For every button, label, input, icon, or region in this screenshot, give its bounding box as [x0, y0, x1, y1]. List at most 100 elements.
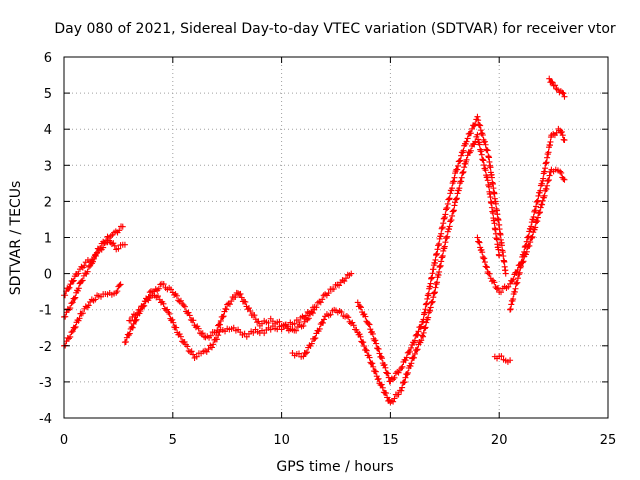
trace-segment — [539, 134, 554, 184]
trace-segment — [463, 116, 480, 145]
trace-segment — [287, 317, 300, 328]
y-tick-label: -1 — [39, 304, 52, 319]
trace-segment — [148, 281, 164, 299]
series-trace-i — [507, 166, 568, 313]
trace-segment — [137, 295, 153, 313]
trace-segment — [557, 168, 567, 183]
trace-segment — [104, 233, 118, 249]
trace-segment — [474, 131, 491, 184]
x-tick-label: 15 — [382, 433, 399, 448]
chart-title: Day 080 of 2021, Sidereal Day-to-day VTE… — [54, 21, 616, 37]
data-point — [507, 357, 514, 364]
trace-segment — [82, 256, 94, 266]
trace-segment — [169, 289, 186, 307]
trace-segment — [121, 324, 136, 346]
trace-segment — [200, 342, 214, 355]
trace-segment — [182, 341, 197, 358]
trace-segment — [496, 221, 509, 274]
trace-segment — [78, 263, 92, 285]
trace-segment — [69, 279, 84, 306]
trace-segment — [300, 309, 316, 329]
trace-segment — [398, 360, 415, 394]
trace-segment — [243, 328, 257, 340]
trace-segment — [539, 168, 554, 204]
trace-segment — [267, 315, 283, 327]
trace-segment — [269, 323, 283, 333]
trace-segment — [74, 262, 88, 277]
data-point — [348, 270, 355, 277]
trace-segment — [496, 353, 507, 363]
trace-segment — [550, 82, 560, 92]
trace-segment — [387, 387, 403, 406]
trace-segment — [354, 329, 371, 359]
data-point — [311, 306, 318, 313]
trace-segment — [333, 307, 349, 320]
trace-segment — [502, 357, 511, 365]
data-point — [119, 223, 126, 230]
series-trace-c — [61, 281, 124, 349]
data-point — [561, 137, 568, 144]
trace-segment — [528, 180, 546, 226]
trace-segment — [322, 306, 338, 320]
trace-segment — [330, 279, 344, 292]
trace-segment — [208, 328, 223, 351]
trace-segment — [104, 289, 118, 298]
trace-segment — [313, 292, 327, 311]
trace-segment — [546, 75, 556, 86]
y-tick-label: -3 — [39, 376, 52, 391]
trace-segment — [485, 181, 502, 258]
trace-segment — [343, 312, 360, 333]
series-trace-g — [354, 113, 509, 385]
y-tick-label: 0 — [44, 268, 52, 283]
trace-segment — [485, 270, 501, 292]
trace-segment — [365, 352, 382, 383]
series-trace-b — [61, 233, 128, 320]
x-tick-label: 10 — [273, 433, 290, 448]
series-trace-e — [126, 280, 318, 341]
trace-segment — [528, 201, 546, 241]
trace-segment — [430, 215, 448, 269]
trace-segment — [507, 264, 524, 313]
trace-segment — [224, 289, 240, 308]
y-tick-label: 5 — [44, 87, 52, 102]
y-tick-label: -2 — [39, 340, 52, 355]
trace-segment — [339, 271, 353, 285]
y-tick-label: 2 — [44, 195, 52, 210]
trace-segment — [191, 350, 205, 362]
trace-segment — [180, 302, 197, 324]
data-point — [121, 241, 128, 248]
trace-segment — [548, 125, 562, 139]
series-trace-d — [121, 270, 355, 362]
trace-segment — [156, 296, 171, 314]
trace-segment — [311, 316, 328, 342]
trace-segment — [474, 113, 491, 154]
trace-segment — [245, 305, 262, 326]
trace-segment — [289, 322, 305, 334]
trace-segment — [485, 153, 502, 228]
data-point — [502, 270, 509, 277]
trace-segment — [235, 326, 248, 338]
y-tick-label: -4 — [39, 412, 52, 427]
trace-segment — [409, 332, 426, 362]
series-trace-k — [546, 75, 568, 100]
trace-segment — [398, 344, 415, 372]
data-point — [561, 93, 568, 100]
trace-segment — [252, 326, 266, 337]
trace-segment — [452, 140, 469, 175]
x-tick-label: 5 — [169, 433, 177, 448]
y-tick-label: 6 — [44, 51, 52, 66]
y-axis-label: SDTVAR / TECUs — [8, 181, 24, 296]
trace-segment — [463, 133, 480, 163]
trace-segment — [261, 324, 274, 337]
trace-segment — [95, 237, 110, 253]
trace-segment — [491, 353, 501, 362]
trace-segment — [517, 234, 535, 270]
trace-segment — [548, 166, 561, 175]
x-tick-label: 0 — [60, 433, 68, 448]
trace-segment — [409, 318, 426, 348]
trace-segment — [296, 312, 309, 326]
data-points — [61, 75, 568, 406]
trace-segment — [376, 350, 393, 385]
trace-segment — [289, 350, 305, 360]
